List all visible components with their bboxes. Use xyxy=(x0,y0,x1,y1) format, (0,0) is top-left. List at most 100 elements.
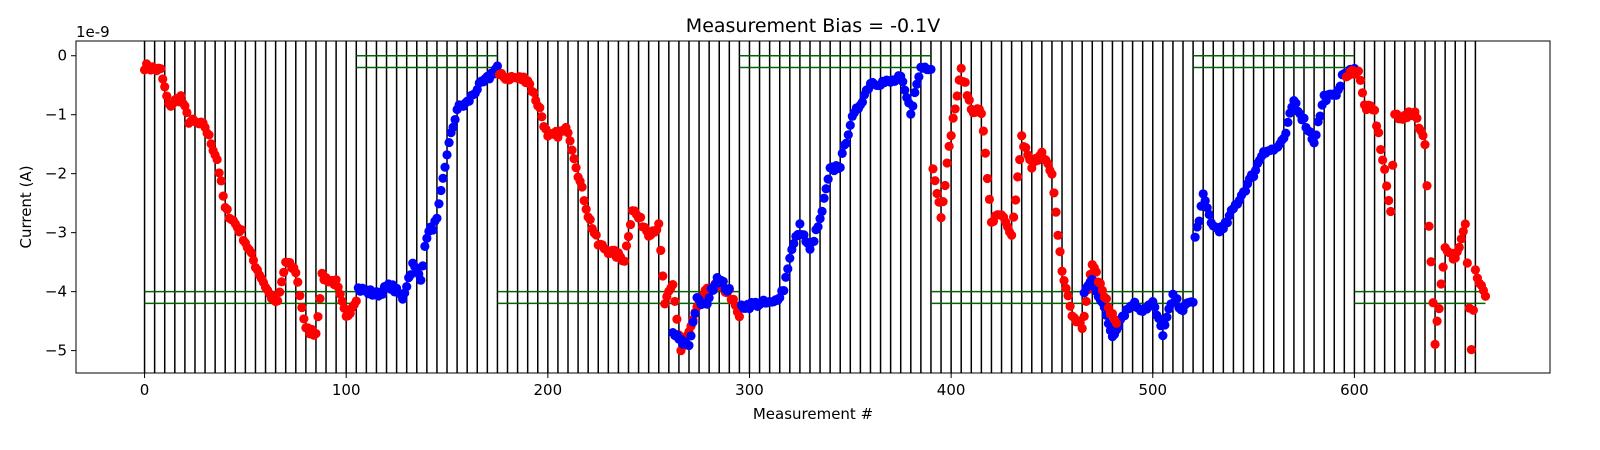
data-point xyxy=(571,163,581,173)
data-point xyxy=(1204,209,1214,220)
data-point xyxy=(351,296,361,306)
data-point xyxy=(1355,75,1366,85)
data-point xyxy=(1374,127,1384,138)
data-point xyxy=(1335,81,1345,91)
data-point xyxy=(418,261,428,271)
data-point xyxy=(1386,206,1396,217)
y-tick-label: −4 xyxy=(45,283,67,301)
data-point xyxy=(337,296,347,306)
data-point xyxy=(1460,219,1470,229)
data-point xyxy=(1470,265,1480,275)
data-point xyxy=(1434,303,1444,314)
data-point xyxy=(579,196,589,206)
data-point xyxy=(1111,318,1122,328)
data-point xyxy=(1063,291,1073,301)
x-axis-label: Measurement # xyxy=(753,405,873,423)
data-point xyxy=(577,182,587,192)
data-point xyxy=(406,270,416,280)
data-point xyxy=(591,230,601,240)
x-tick-label: 600 xyxy=(1340,381,1369,399)
data-point xyxy=(1436,279,1446,289)
data-point xyxy=(1420,140,1430,150)
data-point xyxy=(236,225,246,235)
data-point xyxy=(1283,117,1293,127)
data-point xyxy=(1438,262,1448,272)
y-tick-label: −2 xyxy=(45,165,67,183)
data-point xyxy=(1468,305,1478,315)
y-offset-label: 1e-9 xyxy=(76,23,110,41)
data-point xyxy=(246,248,257,258)
data-point xyxy=(1194,216,1204,226)
data-point xyxy=(1430,339,1440,349)
data-point xyxy=(248,255,259,265)
data-point xyxy=(900,85,910,95)
data-point xyxy=(216,176,226,186)
data-point xyxy=(1311,130,1321,140)
data-point xyxy=(436,185,446,196)
data-point xyxy=(690,308,700,319)
data-point xyxy=(928,164,938,174)
data-point xyxy=(176,91,186,101)
plot-frame xyxy=(75,40,1551,374)
data-point xyxy=(331,275,341,285)
data-point xyxy=(565,136,575,146)
data-point xyxy=(1057,266,1067,276)
data-point xyxy=(964,95,974,105)
data-point xyxy=(1299,113,1309,123)
data-point xyxy=(1281,128,1291,138)
data-point xyxy=(656,245,666,255)
data-point xyxy=(275,287,285,297)
data-point xyxy=(1353,66,1364,76)
data-point xyxy=(785,253,795,263)
data-point xyxy=(1378,155,1388,165)
data-point xyxy=(420,241,430,251)
data-point xyxy=(222,204,232,214)
data-point xyxy=(910,87,920,98)
data-point xyxy=(932,188,942,199)
data-point xyxy=(837,148,847,159)
data-point xyxy=(1065,301,1075,311)
data-point xyxy=(621,241,632,251)
data-point xyxy=(1309,138,1319,148)
data-point xyxy=(537,112,547,122)
data-point xyxy=(535,103,545,113)
data-point xyxy=(440,162,450,172)
data-point xyxy=(704,293,714,303)
data-point xyxy=(898,77,908,87)
data-point xyxy=(438,173,448,183)
data-point xyxy=(1222,218,1232,228)
data-point xyxy=(1158,330,1168,341)
data-point xyxy=(781,272,791,282)
data-point xyxy=(950,104,960,114)
data-point xyxy=(936,213,946,223)
data-point xyxy=(1079,311,1089,321)
data-point xyxy=(948,113,958,123)
data-point xyxy=(291,268,301,278)
data-point xyxy=(1160,320,1170,330)
data-point xyxy=(567,145,577,155)
data-point xyxy=(529,87,539,98)
data-point xyxy=(416,275,426,285)
data-point xyxy=(1384,195,1394,206)
data-point xyxy=(914,72,924,82)
data-point xyxy=(960,77,970,87)
data-points xyxy=(139,59,1491,356)
y-tick-label: 0 xyxy=(57,47,67,65)
data-point xyxy=(795,219,805,229)
data-point xyxy=(978,126,988,136)
data-point xyxy=(295,291,305,301)
data-point xyxy=(1462,258,1472,268)
data-point xyxy=(819,193,829,203)
data-point xyxy=(1162,312,1172,322)
data-point xyxy=(1150,302,1160,312)
data-point xyxy=(299,314,309,324)
data-point xyxy=(668,279,678,290)
data-point xyxy=(1200,196,1210,206)
data-point xyxy=(315,293,325,304)
data-point xyxy=(843,130,853,140)
data-point xyxy=(823,174,833,184)
data-point xyxy=(930,176,940,186)
data-point xyxy=(821,184,831,194)
data-point xyxy=(619,256,630,266)
data-point xyxy=(311,328,321,339)
